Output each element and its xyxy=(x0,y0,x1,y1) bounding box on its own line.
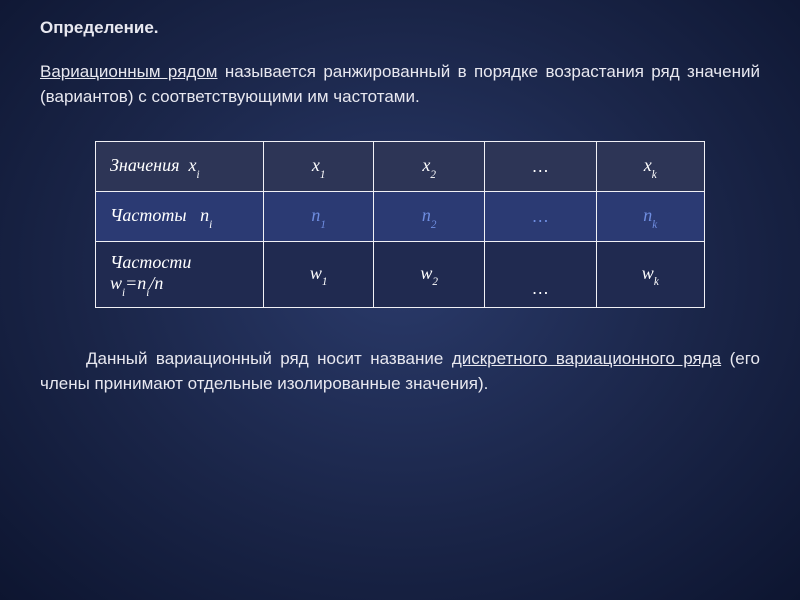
definition-heading: Определение. xyxy=(40,18,760,38)
cell-n2: n2 xyxy=(374,192,484,242)
discrete-series-paragraph: Данный вариационный ряд носит название д… xyxy=(40,346,760,397)
row-label-frequencies: Частоты ni xyxy=(96,192,264,242)
cell-xk: xk xyxy=(596,142,704,192)
variational-table-wrap: Значения xi x1 x2 … xk Частоты ni n1 n2 … xyxy=(40,141,760,308)
para2-pre: Данный вариационный ряд носит название xyxy=(86,349,452,368)
cell-wk: wk xyxy=(596,242,704,308)
variational-table: Значения xi x1 x2 … xk Частоты ni n1 n2 … xyxy=(95,141,705,308)
definition-paragraph: Вариационным рядом называется ранжирован… xyxy=(40,60,760,109)
row-label-values: Значения xi xyxy=(96,142,264,192)
cell-w1: w1 xyxy=(264,242,374,308)
table-row-relative-frequencies: Частости wi=ni/n w1 w2 … wk xyxy=(96,242,705,308)
table-row-values: Значения xi x1 x2 … xk xyxy=(96,142,705,192)
cell-x1: x1 xyxy=(264,142,374,192)
cell-w2: w2 xyxy=(374,242,484,308)
cell-x-ellipsis: … xyxy=(484,142,596,192)
cell-w-ellipsis: … xyxy=(484,242,596,308)
term-variational-series: Вариационным рядом xyxy=(40,62,217,81)
table-row-frequencies: Частоты ni n1 n2 … nk xyxy=(96,192,705,242)
cell-n1: n1 xyxy=(264,192,374,242)
cell-n-ellipsis: … xyxy=(484,192,596,242)
term-discrete-variational-series: дискретного вариационного ряда xyxy=(452,349,721,368)
cell-nk: nk xyxy=(596,192,704,242)
row-label-relative: Частости wi=ni/n xyxy=(96,242,264,308)
cell-x2: x2 xyxy=(374,142,484,192)
